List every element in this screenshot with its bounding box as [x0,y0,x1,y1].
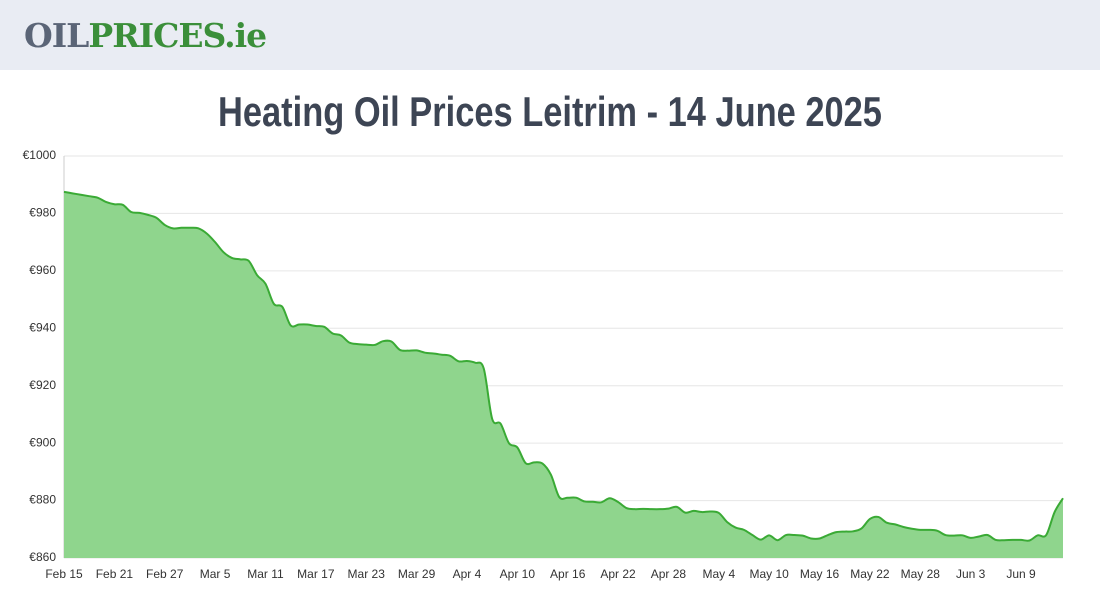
x-tick-label: Mar 5 [200,567,231,581]
x-tick-label: May 22 [850,567,890,581]
x-tick-label: May 10 [749,567,789,581]
chart-title: Heating Oil Prices Leitrim - 14 June 202… [218,89,882,136]
x-tick-label: Apr 16 [550,567,586,581]
x-tick-label: Apr 22 [600,567,636,581]
x-tick-label: Mar 11 [247,567,284,581]
x-tick-label: Mar 17 [297,567,335,581]
x-tick-label: Feb 15 [45,567,83,581]
x-tick-label: Apr 4 [453,567,482,581]
x-tick-label: Mar 23 [348,567,386,581]
header: OILPRICES.ie [0,0,1100,70]
x-tick-label: May 16 [800,567,840,581]
x-tick-label: Apr 28 [651,567,687,581]
x-tick-label: Apr 10 [500,567,536,581]
logo-part: PRICES [88,16,225,55]
x-tick-label: Mar 29 [398,567,436,581]
x-tick-label: May 28 [901,567,941,581]
y-tick-label: €1000 [23,148,57,162]
x-tick-label: Jun 3 [956,567,986,581]
logo[interactable]: OILPRICES.ie [24,16,267,55]
x-tick-label: Feb 27 [146,567,184,581]
x-tick-label: Jun 9 [1006,567,1036,581]
y-tick-label: €860 [29,550,56,564]
x-tick-label: May 4 [702,567,735,581]
logo-part: .ie [224,16,267,55]
y-tick-label: €940 [29,320,56,334]
y-tick-label: €980 [29,206,56,220]
chart: Heating Oil Prices Leitrim - 14 June 202… [23,89,1064,581]
y-tick-label: €960 [29,263,56,277]
y-tick-label: €900 [29,435,56,449]
area-fill [64,191,1063,558]
line [63,190,1064,542]
logo-part: OIL [24,16,89,55]
x-tick-label: Feb 21 [96,567,134,581]
y-tick-label: €920 [29,378,56,392]
y-tick-label: €880 [29,493,56,507]
